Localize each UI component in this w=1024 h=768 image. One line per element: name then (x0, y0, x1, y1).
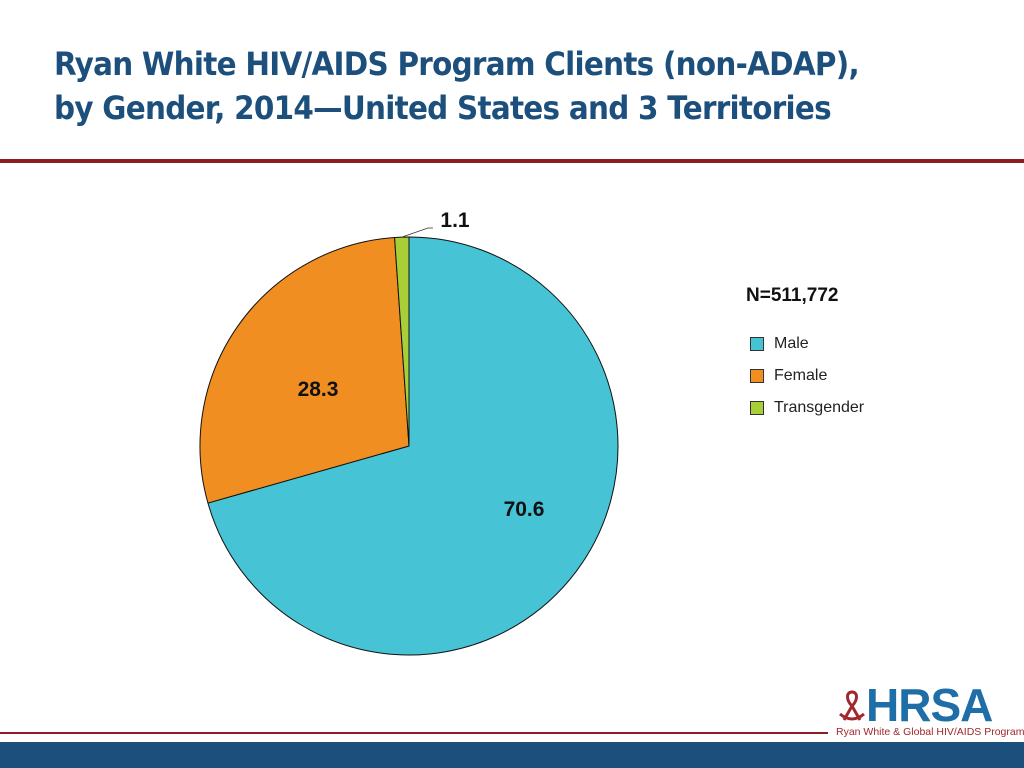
legend-swatch (750, 369, 764, 383)
legend: Male Female Transgender (750, 328, 864, 424)
footer-bar (0, 742, 1024, 768)
data-label-transgender: 1.1 (440, 209, 470, 232)
legend-swatch (750, 337, 764, 351)
legend-label: Transgender (774, 399, 865, 416)
title-divider (0, 159, 1024, 163)
slide-title: Ryan White HIV/AIDS Program Clients (non… (54, 42, 900, 130)
leader-line (401, 227, 433, 238)
logo-wordmark: HRSA (866, 679, 993, 731)
legend-swatch (750, 401, 764, 415)
legend-item-female: Female (750, 360, 864, 392)
title-line-1: Ryan White HIV/AIDS Program Clients (non… (54, 45, 860, 83)
pie-slice-male (207, 236, 619, 656)
legend-item-male: Male (750, 328, 864, 360)
legend-label: Male (774, 335, 809, 352)
pie-slice-transgender (394, 236, 410, 447)
pie-slice-female (199, 236, 410, 504)
legend-label: Female (774, 367, 828, 384)
title-line-2: by Gender, 2014—United States and 3 Terr… (54, 89, 832, 127)
sample-size-annotation: N=511,772 (746, 285, 839, 306)
ribbon-icon (839, 690, 865, 721)
data-label-male: 70.6 (504, 498, 545, 521)
data-label-female: 28.3 (298, 378, 339, 401)
footer-divider (0, 732, 828, 734)
logo-subtitle: Ryan White & Global HIV/AIDS Programs (836, 726, 1024, 738)
legend-item-transgender: Transgender (750, 392, 864, 424)
